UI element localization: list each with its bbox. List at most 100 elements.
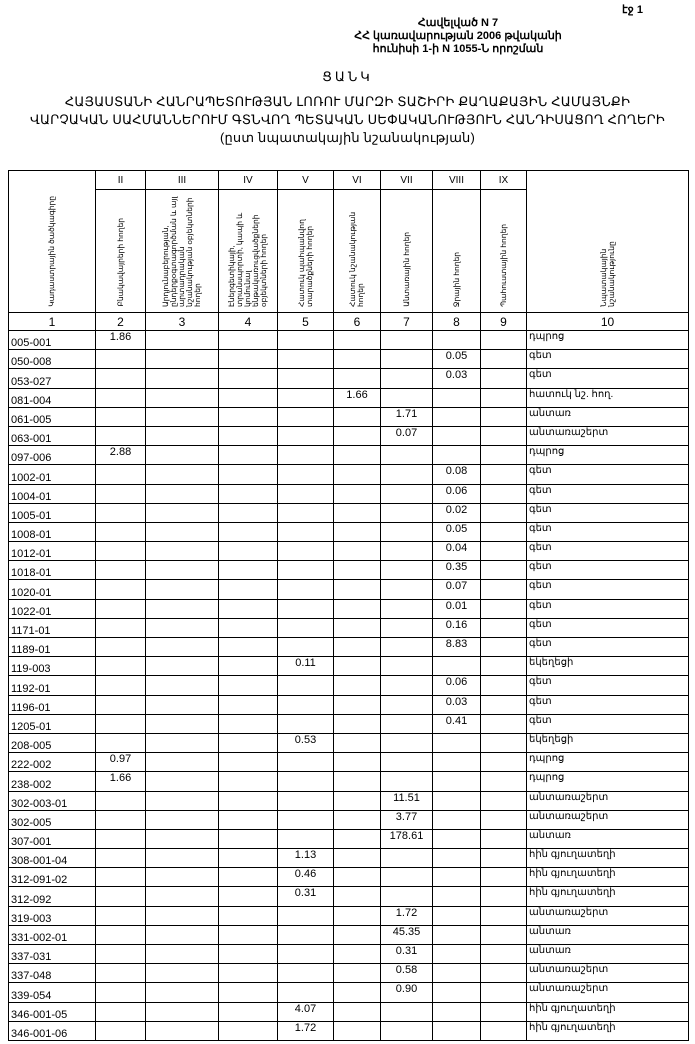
land-area-cell xyxy=(218,483,278,504)
land-area-cell: 0.07 xyxy=(432,579,481,600)
land-area-cell xyxy=(480,329,527,351)
column-header: Անտառային հողեր xyxy=(380,189,433,313)
land-area-cell xyxy=(218,368,278,389)
land-area-cell: 0.06 xyxy=(432,675,481,696)
land-area-cell xyxy=(218,943,278,965)
land-area-cell xyxy=(432,790,481,811)
land-area-cell xyxy=(95,848,146,869)
land-area-cell xyxy=(218,694,278,715)
land-area-cell xyxy=(145,790,219,811)
land-area-cell xyxy=(218,598,278,619)
purpose-cell: անտառաշերտ xyxy=(526,425,689,447)
land-area-cell xyxy=(277,598,334,619)
column-header-text: Արդյունաբերության, ընդերքօգտագործման և ա… xyxy=(161,196,202,307)
land-area-cell xyxy=(277,329,334,351)
land-area-cell xyxy=(432,732,481,754)
land-area-cell xyxy=(380,848,433,869)
table-row: 312-092 0.31 հին գյուղատեղի xyxy=(8,886,689,907)
table-row: 1020-01 0.07 գետ xyxy=(8,579,689,600)
land-area-cell xyxy=(145,368,219,389)
land-area-cell xyxy=(333,598,381,619)
land-area-cell xyxy=(380,1020,433,1041)
land-area-cell xyxy=(145,867,219,888)
land-area-cell xyxy=(95,521,146,543)
purpose-cell: գետ xyxy=(526,521,689,543)
land-area-cell: 0.11 xyxy=(277,656,334,677)
land-area-cell: 11.51 xyxy=(380,790,433,811)
land-area-cell xyxy=(432,886,481,907)
purpose-cell: գետ xyxy=(526,694,689,715)
land-area-cell xyxy=(277,636,334,658)
land-area-cell xyxy=(277,617,334,639)
land-area-cell xyxy=(333,828,381,850)
land-area-cell xyxy=(277,445,334,466)
land-area-cell xyxy=(277,694,334,715)
land-area-cell xyxy=(380,368,433,389)
land-area-cell xyxy=(277,963,334,984)
document-title-text: ՀԱՅԱՍՏԱՆԻ ՀԱՆՐԱՊԵՏՈՒԹՅԱՆ ԼՈՌՈՒ ՄԱՐԶԻ ՏԱՇ… xyxy=(30,94,665,145)
land-area-cell: 0.46 xyxy=(277,867,334,888)
land-area-cell xyxy=(333,790,381,811)
land-area-cell: 0.03 xyxy=(432,694,481,715)
land-area-cell xyxy=(218,464,278,485)
purpose-cell: հին գյուղատեղի xyxy=(526,886,689,907)
cadastral-code: 1018-01 xyxy=(8,560,96,581)
land-area-cell xyxy=(95,368,146,389)
purpose-cell: անտառ xyxy=(526,828,689,850)
land-area-cell: 0.07 xyxy=(380,425,433,447)
column-header: Էներգետիկայի, տրանսպորտի, կապի և կոմունա… xyxy=(218,189,278,313)
land-area-cell xyxy=(95,943,146,965)
cadastral-code: 312-091-02 xyxy=(8,867,96,888)
roman-numeral: VII xyxy=(380,170,433,190)
land-area-cell xyxy=(145,675,219,696)
land-area-cell xyxy=(333,848,381,869)
land-area-cell xyxy=(333,694,381,715)
land-area-cell: 45.35 xyxy=(380,924,433,946)
column-header-text: Անտառային հողեր xyxy=(401,232,411,307)
land-area-cell xyxy=(145,483,219,504)
cadastral-code: 308-001-04 xyxy=(8,848,96,869)
column-number: 1 xyxy=(8,312,96,331)
land-area-cell xyxy=(333,809,381,830)
land-area-cell xyxy=(95,886,146,907)
cadastral-code: 1004-01 xyxy=(8,483,96,504)
column-number: 4 xyxy=(218,312,278,331)
table-row: 050-008 0.05 գետ xyxy=(8,349,689,370)
land-area-cell: 0.08 xyxy=(432,464,481,485)
land-area-cell xyxy=(95,809,146,830)
column-number: 5 xyxy=(277,312,334,331)
document-heading: ՑԱՆԿ xyxy=(322,69,373,84)
cadastral-code: 302-005 xyxy=(8,809,96,830)
land-area-cell xyxy=(333,1001,381,1022)
land-area-cell xyxy=(333,867,381,888)
land-area-cell xyxy=(432,445,481,466)
land-area-cell xyxy=(218,790,278,811)
cadastral-code: 1020-01 xyxy=(8,579,96,600)
land-area-cell xyxy=(333,406,381,427)
land-area-cell xyxy=(95,636,146,658)
land-area-cell xyxy=(277,368,334,389)
table-row: 337-048 0.58 անտառաշերտ xyxy=(8,963,689,984)
land-area-cell xyxy=(95,963,146,984)
land-area-cell xyxy=(95,425,146,447)
land-area-cell xyxy=(277,924,334,946)
land-area-cell xyxy=(95,1001,146,1022)
roman-numeral: IX xyxy=(480,170,527,190)
land-area-cell xyxy=(333,732,381,754)
land-area-cell: 1.72 xyxy=(380,905,433,926)
land-area-cell xyxy=(145,828,219,850)
land-area-cell xyxy=(480,848,527,869)
land-area-cell xyxy=(277,579,334,600)
purpose-cell: գետ xyxy=(526,349,689,370)
land-area-cell xyxy=(218,636,278,658)
land-area-cell xyxy=(218,867,278,888)
table-row: 312-091-02 0.46 հին գյուղատեղի xyxy=(8,867,689,888)
land-area-cell xyxy=(218,617,278,639)
land-area-cell xyxy=(95,713,146,734)
table-row: 1205-01 0.41 գետ xyxy=(8,713,689,734)
land-area-cell xyxy=(145,502,219,523)
land-area-cell xyxy=(218,425,278,447)
purpose-cell: անտառ xyxy=(526,943,689,965)
land-area-cell xyxy=(480,464,527,485)
land-area-cell xyxy=(480,732,527,754)
